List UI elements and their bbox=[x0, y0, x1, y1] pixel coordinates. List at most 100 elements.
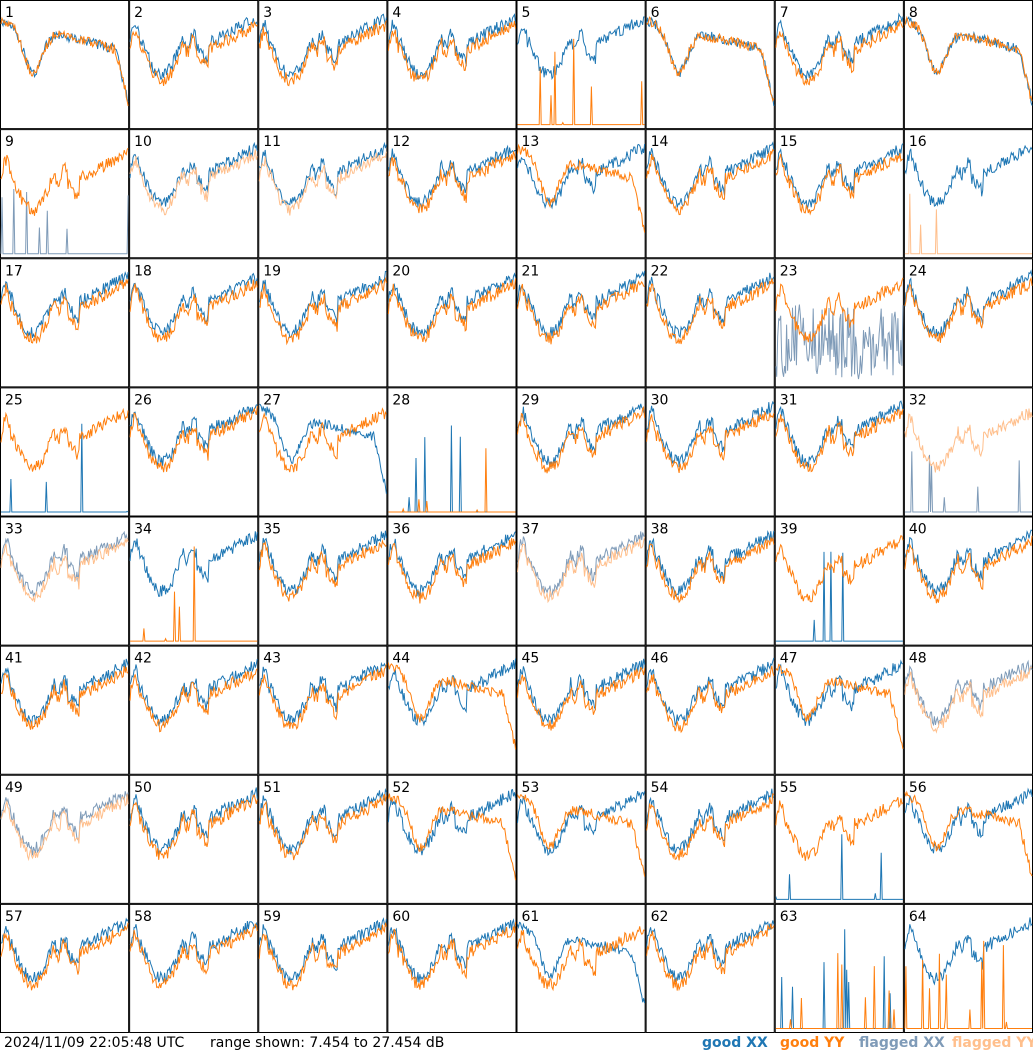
panel-9: 9 bbox=[0, 129, 130, 259]
panel-number-label: 11 bbox=[263, 134, 281, 150]
panel-number-label: 26 bbox=[134, 392, 152, 408]
panel-32: 32 bbox=[903, 387, 1033, 517]
series-xx-line bbox=[646, 657, 775, 727]
panel-40: 40 bbox=[903, 516, 1033, 646]
series-yy-line bbox=[517, 666, 646, 731]
panel-number-label: 59 bbox=[263, 909, 281, 925]
series-xx-line bbox=[517, 16, 645, 80]
series-xx-line bbox=[258, 141, 387, 206]
series-yy-line bbox=[0, 147, 129, 216]
panel-10: 10 bbox=[129, 129, 259, 259]
series-xx-line bbox=[904, 659, 1033, 727]
series-xx-line bbox=[646, 400, 775, 468]
panel-53: 53 bbox=[516, 774, 646, 904]
panel-59: 59 bbox=[258, 903, 388, 1033]
panel-frame bbox=[516, 774, 646, 904]
panel-frame bbox=[258, 0, 388, 130]
series-xx-line bbox=[258, 788, 387, 855]
panel-number-label: 53 bbox=[522, 780, 540, 796]
series-yy-line bbox=[775, 953, 903, 1029]
series-xx-line bbox=[646, 529, 775, 597]
panel-number-label: 10 bbox=[134, 134, 152, 150]
panel-41: 41 bbox=[0, 645, 130, 775]
panel-number-label: 37 bbox=[522, 522, 540, 538]
series-xx-line bbox=[129, 920, 258, 983]
panel-51: 51 bbox=[258, 774, 388, 904]
panel-46: 46 bbox=[645, 645, 775, 775]
panel-frame bbox=[774, 387, 904, 517]
panel-47: 47 bbox=[774, 645, 904, 775]
panel-frame bbox=[258, 129, 388, 259]
series-xx-line bbox=[517, 270, 646, 339]
panel-frame bbox=[645, 387, 775, 517]
series-yy-line bbox=[130, 546, 258, 642]
series-yy-line bbox=[258, 539, 387, 602]
series-yy-line bbox=[387, 662, 516, 750]
panel-number-label: 47 bbox=[780, 651, 798, 667]
series-yy-line bbox=[387, 922, 516, 990]
series-yy-line bbox=[646, 148, 775, 216]
series-yy-line bbox=[646, 410, 775, 473]
series-yy-line bbox=[904, 193, 1032, 255]
panel-36: 36 bbox=[387, 516, 517, 646]
panel-number-label: 55 bbox=[780, 780, 798, 796]
panel-number-label: 28 bbox=[392, 392, 410, 408]
panel-frame bbox=[387, 0, 517, 130]
panel-number-label: 40 bbox=[909, 522, 927, 538]
panel-number-label: 64 bbox=[909, 909, 927, 925]
panel-frame bbox=[516, 516, 646, 646]
panel-42: 42 bbox=[129, 645, 259, 775]
panel-22: 22 bbox=[645, 258, 775, 388]
series-yy-line bbox=[517, 794, 646, 877]
panel-30: 30 bbox=[645, 387, 775, 517]
series-xx-line bbox=[388, 425, 516, 513]
series-yy-line bbox=[517, 405, 646, 474]
panel-frame bbox=[645, 645, 775, 775]
panel-frame bbox=[387, 903, 517, 1033]
series-yy-line bbox=[387, 20, 516, 83]
panel-number-label: 22 bbox=[651, 263, 669, 279]
series-xx-line bbox=[646, 272, 775, 339]
series-yy-line bbox=[775, 535, 904, 603]
series-xx-line bbox=[775, 929, 903, 1029]
panel-frame bbox=[129, 129, 259, 259]
series-yy-line bbox=[259, 276, 387, 346]
series-yy-line bbox=[388, 151, 516, 214]
panel-frame bbox=[645, 0, 775, 130]
series-yy-line bbox=[129, 279, 258, 343]
series-yy-line bbox=[904, 790, 1033, 877]
legend-good-yy: good YY bbox=[780, 1035, 845, 1051]
series-yy-line bbox=[904, 666, 1033, 734]
range-label: range shown: 7.454 to 27.454 dB bbox=[210, 1035, 445, 1051]
panel-number-label: 62 bbox=[651, 909, 669, 925]
series-yy-line bbox=[775, 797, 904, 861]
panel-number-label: 12 bbox=[392, 134, 410, 150]
series-xx-line bbox=[904, 144, 1033, 207]
panel-7: 7 bbox=[774, 0, 904, 130]
series-xx-line bbox=[387, 531, 516, 598]
series-xx-line bbox=[258, 270, 387, 339]
panel-38: 38 bbox=[645, 516, 775, 646]
panel-52: 52 bbox=[387, 774, 517, 904]
series-xx-line bbox=[0, 188, 129, 255]
panel-frame bbox=[258, 387, 388, 517]
panel-number-label: 35 bbox=[263, 522, 281, 538]
panel-48: 48 bbox=[903, 645, 1033, 775]
series-xx-line bbox=[904, 529, 1033, 596]
series-yy-line bbox=[129, 923, 258, 989]
series-yy-line bbox=[0, 793, 129, 862]
panel-frame bbox=[645, 774, 775, 904]
panel-35: 35 bbox=[258, 516, 388, 646]
panel-frame bbox=[645, 258, 775, 388]
panel-frame bbox=[387, 387, 517, 517]
legend-flagged-yy: flagged YY bbox=[952, 1035, 1033, 1051]
panel-19: 19 bbox=[258, 258, 388, 388]
series-xx-line bbox=[517, 658, 646, 724]
series-yy-line bbox=[0, 407, 129, 472]
panel-number-label: 63 bbox=[780, 909, 798, 925]
series-xx-line bbox=[517, 143, 646, 210]
panel-number-label: 43 bbox=[263, 651, 281, 667]
panel-6: 6 bbox=[645, 0, 775, 130]
series-xx-line bbox=[387, 918, 516, 983]
series-yy-line bbox=[388, 448, 516, 513]
